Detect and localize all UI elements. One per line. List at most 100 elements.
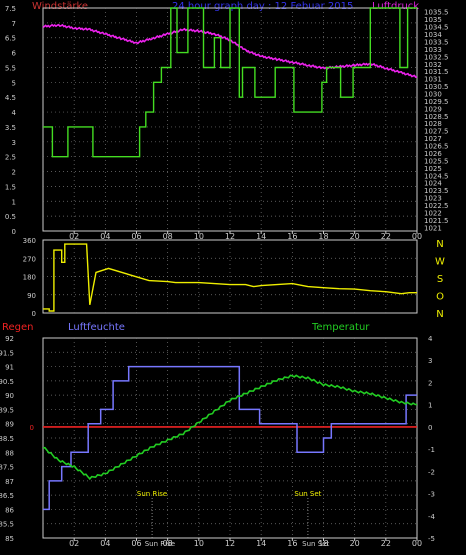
humidity-temperature-x-tick-label: 08 bbox=[163, 539, 173, 548]
compass-label: S bbox=[437, 274, 443, 285]
pressure-axis-tick-label: 1023.5 bbox=[424, 187, 449, 195]
humidity-axis-tick-label: 88 bbox=[5, 449, 14, 457]
wind-axis-tick-label: 4 bbox=[12, 109, 17, 117]
humidity-temperature-x-tick-label: 06 bbox=[131, 539, 141, 548]
pressure-axis-tick-label: 1024 bbox=[424, 180, 442, 188]
pressure-axis-tick-label: 1029 bbox=[424, 105, 442, 113]
temperature-axis-tick-label: -4 bbox=[428, 513, 436, 521]
humidity-axis-tick-label: 88.5 bbox=[0, 435, 14, 443]
humidity-axis-tick-label: 85 bbox=[5, 535, 14, 543]
compass-label: N bbox=[436, 239, 443, 250]
humidity-temperature-x-tick-label: 10 bbox=[194, 539, 204, 548]
humidity-temperature-x-tick-label: 00 bbox=[412, 539, 422, 548]
pressure-axis-tick-label: 1022 bbox=[424, 209, 442, 217]
wind-axis-tick-label: 2.5 bbox=[5, 154, 16, 162]
temperature-axis-tick-label: -5 bbox=[428, 535, 435, 543]
wind-pressure-x-tick-label: 04 bbox=[100, 232, 110, 241]
sun-event-label: Sun Rise bbox=[137, 490, 167, 498]
pressure-axis-tick-label: 1030.5 bbox=[424, 83, 449, 91]
humidity-temperature-x-tick-label: 04 bbox=[100, 539, 110, 548]
temperature-axis-tick-label: 2 bbox=[428, 379, 432, 387]
wind-pressure-x-tick-label: 14 bbox=[256, 232, 266, 241]
humidity-axis-tick-label: 89 bbox=[5, 421, 14, 429]
temperature-axis-tick-label: 3 bbox=[428, 357, 432, 365]
sun-event-x-label: Sun Set bbox=[302, 540, 329, 548]
humidity-axis-tick-label: 89.5 bbox=[0, 406, 14, 414]
wind-axis-tick-label: 2 bbox=[12, 169, 16, 177]
humidity-axis-tick-label: 87.5 bbox=[0, 464, 14, 472]
temperature-series bbox=[42, 374, 418, 481]
wind-pressure-x-tick-label: 22 bbox=[381, 232, 391, 241]
wind-axis-tick-label: 7 bbox=[12, 20, 16, 28]
sun-event-label: Sun Set bbox=[294, 490, 321, 498]
wind-axis-tick-label: 3.5 bbox=[5, 124, 16, 132]
pressure-axis-tick-label: 1034.5 bbox=[424, 24, 449, 32]
pressure-axis-tick-label: 1033.5 bbox=[424, 38, 449, 46]
regen-axis-tick-label: 0 bbox=[30, 424, 34, 432]
humidity-temperature-x-tick-label: 18 bbox=[318, 539, 328, 548]
direction-axis-tick-label: 0 bbox=[32, 310, 36, 318]
wind-pressure-x-tick-label: 02 bbox=[69, 232, 79, 241]
pressure-axis-tick-label: 1021.5 bbox=[424, 217, 449, 225]
wind-direction-series bbox=[43, 243, 417, 312]
wind-pressure-x-tick-label: 06 bbox=[131, 232, 141, 241]
humidity-axis-tick-label: 91.5 bbox=[0, 349, 14, 357]
wind-axis-tick-label: 5 bbox=[12, 79, 16, 87]
wind-axis-tick-label: 0 bbox=[12, 228, 16, 236]
humidity-temperature-x-tick-label: 02 bbox=[69, 539, 79, 548]
pressure-axis-tick-label: 1032 bbox=[424, 61, 442, 69]
compass-label: O bbox=[436, 292, 444, 303]
compass-label: W bbox=[435, 257, 445, 268]
pressure-axis-tick-label: 1021 bbox=[424, 224, 442, 232]
wind-pressure-x-tick-label: 12 bbox=[225, 232, 235, 241]
pressure-axis-tick-label: 1026.5 bbox=[424, 143, 449, 151]
pressure-axis-tick-label: 1023 bbox=[424, 195, 442, 203]
wind-axis-tick-label: 3 bbox=[12, 139, 16, 147]
pressure-axis-tick-label: 1025 bbox=[424, 165, 442, 173]
pressure-axis-tick-label: 1027.5 bbox=[424, 128, 449, 136]
direction-axis-tick-label: 180 bbox=[23, 274, 36, 282]
pressure-axis-tick-label: 1022.5 bbox=[424, 202, 449, 210]
wind-axis-tick-label: 1 bbox=[12, 198, 16, 206]
direction-axis-tick-label: 90 bbox=[27, 292, 36, 300]
humidity-series bbox=[43, 365, 417, 511]
pressure-axis-tick-label: 1025.5 bbox=[424, 157, 449, 165]
humidity-axis-tick-label: 87 bbox=[5, 478, 14, 486]
pressure-axis-tick-label: 1028.5 bbox=[424, 113, 449, 121]
header-right-label: Luftdruck bbox=[372, 1, 419, 12]
pressure-axis-tick-label: 1034 bbox=[424, 31, 442, 39]
humidity-axis-tick-label: 86.5 bbox=[0, 492, 14, 500]
direction-axis-tick-label: 360 bbox=[23, 237, 36, 245]
humidity-temperature-x-tick-label: 20 bbox=[350, 539, 360, 548]
humidity-axis-tick-label: 90 bbox=[5, 392, 14, 400]
pressure-axis-tick-label: 1026 bbox=[424, 150, 442, 158]
humidity-temperature-x-tick-label: 14 bbox=[256, 539, 266, 548]
header-title: 24 hour graph day : 12 Febuar 2015 bbox=[172, 1, 353, 12]
regen-label: Regen bbox=[2, 322, 34, 333]
wind-pressure-x-tick-label: 18 bbox=[318, 232, 328, 241]
pressure-axis-tick-label: 1032.5 bbox=[424, 53, 449, 61]
temperature-axis-tick-label: -3 bbox=[428, 491, 435, 499]
temperature-axis-tick-label: -1 bbox=[428, 446, 435, 454]
wind-axis-tick-label: 0.5 bbox=[5, 213, 16, 221]
pressure-axis-tick-label: 1028 bbox=[424, 120, 442, 128]
wind-axis-tick-label: 7.5 bbox=[5, 5, 16, 13]
humidity-label: Luftfeuchte bbox=[68, 322, 125, 333]
wind-speed-series bbox=[43, 7, 417, 158]
pressure-axis-tick-label: 1029.5 bbox=[424, 98, 449, 106]
temperature-axis-tick-label: -2 bbox=[428, 468, 435, 476]
compass-label: N bbox=[436, 309, 443, 320]
temperature-label: Temperatur bbox=[311, 322, 370, 333]
wind-pressure-x-tick-label: 20 bbox=[350, 232, 360, 241]
wind-pressure-x-tick-label: 00 bbox=[412, 232, 422, 241]
humidity-axis-tick-label: 92 bbox=[5, 335, 14, 343]
pressure-axis-tick-label: 1027 bbox=[424, 135, 442, 143]
pressure-axis-tick-label: 1033 bbox=[424, 46, 442, 54]
wind-axis-tick-label: 5.5 bbox=[5, 64, 16, 72]
temperature-axis-tick-label: 1 bbox=[428, 402, 432, 410]
wind-axis-tick-label: 4.5 bbox=[5, 94, 16, 102]
humidity-temperature-x-tick-label: 22 bbox=[381, 539, 391, 548]
pressure-axis-tick-label: 1031 bbox=[424, 76, 442, 84]
header-left-label: Windstärke bbox=[32, 1, 88, 12]
humidity-axis-tick-label: 86 bbox=[5, 506, 14, 514]
